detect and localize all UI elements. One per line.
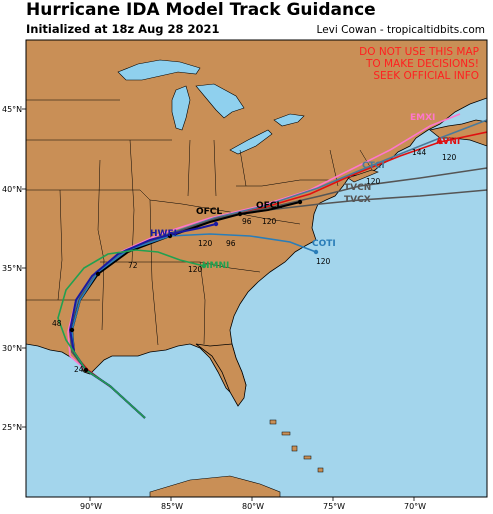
hour-avni-120: 120 <box>442 153 457 162</box>
lon-80: 80°W <box>242 502 264 511</box>
label-hmni: HMNI <box>202 261 229 271</box>
hour-labels: 144 120 120 96 120 120 96 120 120 72 48 … <box>52 148 457 374</box>
hour-avni-144: 144 <box>412 148 427 157</box>
label-coti: COTI <box>312 239 336 249</box>
lake-huron <box>195 83 245 119</box>
lon-ticks <box>89 497 415 501</box>
lon-labels: 90°W 85°W 80°W 75°W 70°W <box>80 502 426 511</box>
init-time: Initialized at 18z Aug 28 2021 <box>26 22 220 36</box>
warning-line-2: TO MAKE DECISIONS! <box>365 58 479 70</box>
hour-ofcl-96: 96 <box>242 217 252 226</box>
lat-40: 40°N <box>2 185 22 194</box>
credit-text: Levi Cowan - tropicaltidbits.com <box>316 24 485 36</box>
map-title: Hurricane IDA Model Track Guidance <box>26 0 376 20</box>
label-ofcl-2: OFCL <box>256 201 282 211</box>
lat-ticks <box>22 108 26 428</box>
lake-ontario <box>273 113 305 127</box>
state-borders <box>26 99 373 346</box>
hour-hmni-120: 120 <box>188 265 203 274</box>
label-ofcl-1: OFCL <box>196 207 222 217</box>
lake-erie <box>229 129 273 155</box>
florida <box>195 343 247 407</box>
lon-85: 85°W <box>161 502 183 511</box>
lake-superior <box>117 59 201 81</box>
lon-75: 75°W <box>323 502 345 511</box>
hour-hwfi-96: 96 <box>226 239 236 248</box>
lat-35: 35°N <box>2 264 22 273</box>
track-points <box>69 139 443 373</box>
cuba <box>149 475 281 497</box>
hour-hwfi-120: 120 <box>198 239 213 248</box>
label-avni: AVNI <box>436 137 460 147</box>
lon-70: 70°W <box>404 502 426 511</box>
warning-line-1: DO NOT USE THIS MAP <box>359 46 479 58</box>
model-labels: EMXI AVNI CTCI TVCN TVCX OFCL OFCL COTI … <box>150 113 460 271</box>
warning-line-3: SEEK OFFICIAL INFO <box>373 70 479 82</box>
label-emxi: EMXI <box>410 113 435 123</box>
maritimes <box>429 119 487 147</box>
label-tvcn: TVCN <box>344 183 371 193</box>
lon-90: 90°W <box>80 502 102 511</box>
lat-45: 45°N <box>2 105 22 114</box>
track-emxi <box>67 113 461 419</box>
map-frame <box>25 39 488 498</box>
label-ctci: CTCI <box>362 161 385 171</box>
hour-ofcl-120: 120 <box>262 217 277 226</box>
label-hwfi: HWFI <box>150 229 177 239</box>
hour-tvcn-120: 120 <box>366 177 381 186</box>
long-island <box>347 169 379 183</box>
hour-48: 48 <box>52 319 62 328</box>
hour-24: 24 <box>74 365 84 374</box>
lake-michigan <box>171 85 191 131</box>
bahamas <box>269 419 324 473</box>
hour-72: 72 <box>128 261 138 270</box>
label-tvcx: TVCX <box>344 195 371 205</box>
disclaimer-warning: DO NOT USE THIS MAP TO MAKE DECISIONS! S… <box>339 46 479 82</box>
lat-labels: 25°N 30°N 35°N 40°N 45°N <box>2 105 22 432</box>
hour-coti-120: 120 <box>316 257 331 266</box>
lat-25: 25°N <box>2 423 22 432</box>
lat-30: 30°N <box>2 344 22 353</box>
track-hmni <box>57 249 205 419</box>
